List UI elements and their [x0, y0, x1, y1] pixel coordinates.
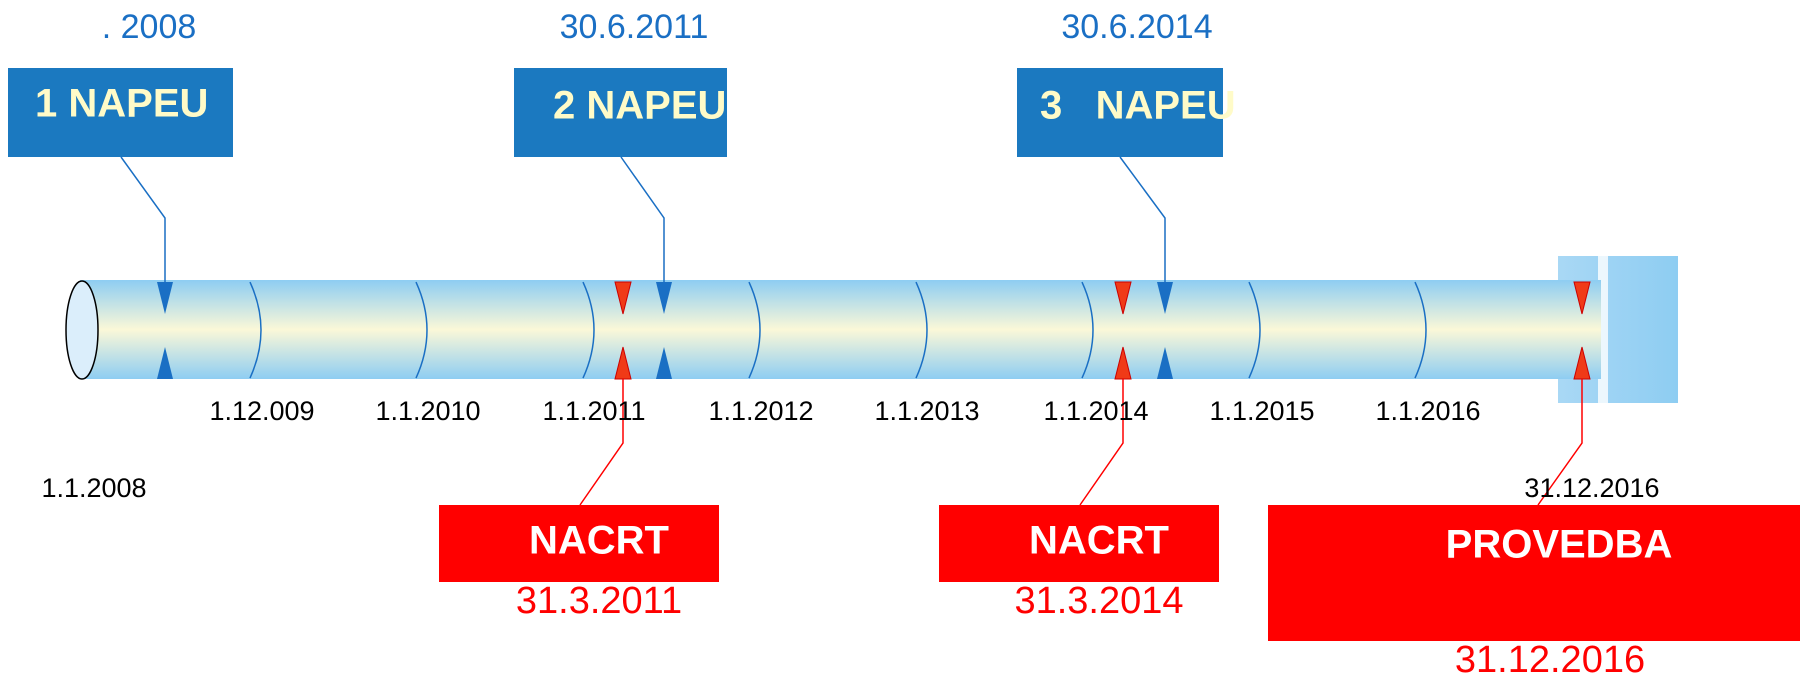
axis-label: 1.1.2013	[874, 396, 979, 426]
axis-label: 1.1.2012	[708, 396, 813, 426]
milestone-date: 30.6.2014	[1061, 8, 1212, 46]
axis-label: 1.1.2010	[375, 396, 480, 426]
milestone-date: . 2008	[102, 8, 197, 46]
milestone-date: 30.6.2011	[560, 8, 709, 46]
deadline-date: 31.3.2014	[1014, 580, 1183, 622]
deadline-date: 31.3.2011	[516, 580, 682, 622]
axis-label: 1.1.2016	[1375, 396, 1480, 426]
milestone-label: 3 NAPEU	[1040, 84, 1236, 128]
timeline: . 2008 30.6.2011 30.6.2014 1 NAPEU 2 NAP…	[0, 0, 1800, 677]
connectors	[121, 157, 1165, 282]
axis-label: 1.1.2015	[1209, 396, 1314, 426]
milestone-label: 2 NAPEU	[553, 84, 726, 128]
deadline-label: NACRT	[1029, 519, 1169, 563]
deadline-date: 31.12.2016	[1455, 639, 1645, 677]
deadline-label: NACRT	[529, 519, 669, 563]
tube-end	[66, 281, 98, 379]
axis-label: 1.1.2008	[41, 473, 146, 503]
axis-label: 1.12.009	[209, 396, 314, 426]
axis-label: 1.1.2014	[1043, 396, 1148, 426]
deadline-label: PROVEDBA	[1446, 523, 1673, 567]
axis-label: 1.1.2011	[542, 396, 645, 426]
axis-label: 31.12.2016	[1524, 473, 1659, 503]
milestone-label: 1 NAPEU	[35, 82, 208, 126]
tube	[80, 280, 1601, 379]
